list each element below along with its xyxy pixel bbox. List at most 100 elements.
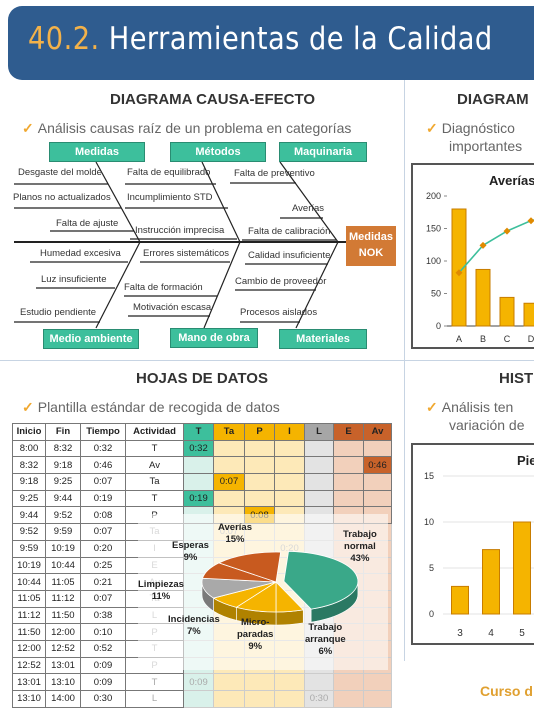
fishbone-category-medidas: Medidas — [49, 142, 145, 162]
table-cell: 0:30 — [80, 690, 126, 708]
check-icon: ✓ — [22, 399, 34, 415]
table-cell: 11:05 — [45, 573, 81, 591]
pareto-x-tick-label: B — [480, 334, 486, 344]
fishbone-heading: DIAGRAMA CAUSA-EFECTO — [110, 91, 315, 108]
table-activity-cell — [274, 690, 305, 708]
table-cell: 14:00 — [45, 690, 81, 708]
cause-label: Procesos aislados — [240, 307, 318, 318]
table-cell: 9:25 — [12, 489, 46, 508]
pareto-bar — [475, 268, 491, 327]
table-cell: 0:09 — [80, 656, 126, 675]
cause-label: Errores sistemáticos — [143, 248, 230, 259]
table-activity-cell — [363, 489, 392, 508]
histogram-y-tick-label: 15 — [424, 471, 434, 481]
pie-label-trabajo-arranque: Trabajo arranque 6% — [305, 622, 346, 657]
table-cell: 11:50 — [12, 623, 46, 641]
table-header-cell: P — [244, 423, 275, 441]
table-activity-cell — [183, 690, 214, 708]
table-activity-cell — [274, 439, 305, 458]
table-cell: 10:44 — [45, 556, 81, 575]
histogram-x-tick-label: 5 — [519, 628, 525, 639]
table-header-cell: Tiempo — [80, 423, 126, 441]
fishbone-lines — [14, 161, 346, 329]
section-number: 40.2. — [28, 21, 100, 57]
pareto-line-point — [479, 241, 487, 249]
table-row: 9:18 9:25 0:07 Ta 0:07 — [12, 473, 392, 491]
table-activity-cell — [304, 473, 334, 491]
table-header-cell: T — [183, 423, 214, 441]
table-cell: 9:59 — [45, 523, 81, 541]
pareto-x-tick-label: D — [528, 334, 534, 344]
pareto-bar — [523, 302, 534, 327]
table-cell: 9:18 — [45, 456, 81, 475]
table-cell: 12:52 — [45, 639, 81, 658]
pareto-line-point — [527, 217, 534, 225]
table-activity-cell — [213, 690, 245, 708]
table-cell: 0:07 — [80, 523, 126, 541]
pareto-y-tick-label: 0 — [436, 321, 441, 331]
divider-horizontal — [0, 360, 534, 361]
histogram-bar — [482, 549, 500, 615]
table-cell: 8:32 — [45, 439, 81, 458]
pareto-line-point — [455, 269, 463, 277]
table-cell: 9:52 — [45, 506, 81, 525]
table-activity-cell: 0:30 — [304, 690, 334, 708]
page-title: 40.2. Herramientas de la Calidad — [28, 21, 493, 57]
table-cell: 9:52 — [12, 523, 46, 541]
table-cell: Ta — [125, 473, 184, 491]
histogram-bullet: ✓ Análisis ten — [426, 399, 514, 415]
cause-label: Falta de calibración — [248, 226, 331, 237]
pareto-plot: 0 50 100 150 200 A B C D — [426, 191, 534, 344]
table-cell: 12:00 — [12, 639, 46, 658]
table-header-cell: Inicio — [12, 423, 46, 441]
table-activity-cell: 0:46 — [363, 456, 392, 475]
table-cell: 11:05 — [12, 589, 46, 608]
table-cell: L — [125, 690, 184, 708]
table-cell: 12:00 — [45, 623, 81, 641]
table-activity-cell — [333, 690, 364, 708]
cause-label: Instrucción imprecisa — [135, 225, 225, 236]
pareto-bullet: ✓ Diagnóstico — [426, 120, 515, 136]
table-header-row: Inicio Fin Tiempo Actividad T Ta P I L E Av — [12, 423, 392, 441]
fishbone-category-medio-ambiente: Medio ambiente — [43, 329, 139, 349]
table-cell: 13:10 — [12, 690, 46, 708]
table-cell: 10:19 — [12, 556, 46, 575]
pareto-y-tick-label: 50 — [431, 289, 441, 299]
table-row: 13:01 13:10 0:09 T 0:09 — [12, 673, 392, 691]
table-cell: 0:46 — [80, 456, 126, 475]
cause-label: Averías — [292, 203, 325, 214]
pareto-bar — [451, 208, 467, 327]
table-activity-cell — [363, 673, 392, 691]
table-activity-cell — [244, 690, 275, 708]
check-icon: ✓ — [426, 399, 438, 415]
table-cell: 9:25 — [45, 473, 81, 491]
table-cell: 0:19 — [80, 489, 126, 508]
cause-label: Calidad insuficiente — [248, 250, 331, 261]
histogram-bar — [513, 521, 531, 615]
pie-label-trabajo-normal: Trabajo normal 43% — [343, 529, 377, 564]
table-cell: 9:59 — [12, 539, 46, 558]
table-activity-cell — [244, 489, 275, 508]
table-cell: T — [125, 673, 184, 691]
cause-label: Luz insuficiente — [41, 274, 107, 285]
table-activity-cell — [363, 439, 392, 458]
pie-label-microparadas: Micro-paradas 9% — [237, 617, 274, 652]
fishbone-bullet: ✓ Análisis causas raíz de un problema en … — [22, 120, 352, 136]
histogram-bullet-line2: variación de — [449, 417, 525, 433]
histogram-x-tick-label: 3 — [457, 628, 463, 639]
table-cell: 9:44 — [45, 489, 81, 508]
table-row: 8:32 9:18 0:46 Av 0:46 — [12, 456, 392, 475]
table-cell: 12:52 — [12, 656, 46, 675]
fishbone-category-mano-de-obra: Mano de obra — [170, 328, 258, 348]
table-row: 9:25 9:44 0:19 T 0:19 — [12, 489, 392, 508]
pie-slice — [217, 551, 282, 583]
table-activity-cell — [213, 673, 245, 691]
pareto-x-tick-label: A — [456, 334, 462, 344]
table-header-cell: Actividad — [125, 423, 184, 441]
table-cell: 0:52 — [80, 639, 126, 658]
histogram-x-tick-label: 4 — [488, 628, 494, 639]
histogram-y-tick-label: 0 — [429, 609, 434, 619]
table-activity-cell — [333, 456, 364, 475]
table-row: 13:10 14:00 0:30 L 0:30 — [12, 690, 392, 708]
table-cell: 0:10 — [80, 623, 126, 641]
